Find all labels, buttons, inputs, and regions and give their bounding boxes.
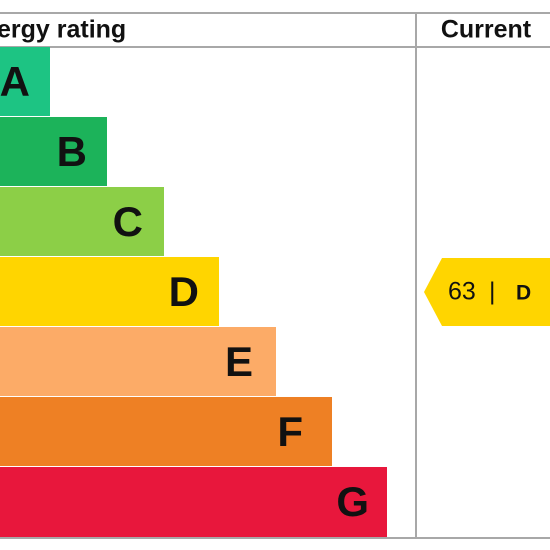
band-bar (0, 187, 164, 256)
current-arrow (424, 258, 550, 326)
band-label: F (277, 408, 303, 455)
band-label: E (225, 338, 253, 385)
band-bar (0, 467, 387, 537)
band-label: C (113, 198, 143, 245)
band-bar (0, 47, 50, 116)
band-label: B (57, 128, 87, 175)
header-current: Current (441, 16, 532, 44)
band-bar (0, 397, 332, 466)
current-band: D (516, 282, 531, 305)
current-score: 63 (448, 278, 476, 306)
header-title: ergy rating (0, 16, 126, 44)
band-bar (0, 117, 107, 186)
band-bar (0, 257, 219, 326)
band-label: D (169, 268, 199, 315)
band-label: A (0, 58, 30, 105)
frame (0, 12, 550, 539)
band-label: G (336, 478, 369, 525)
band-bar (0, 327, 276, 396)
current-separator: | (489, 278, 496, 306)
